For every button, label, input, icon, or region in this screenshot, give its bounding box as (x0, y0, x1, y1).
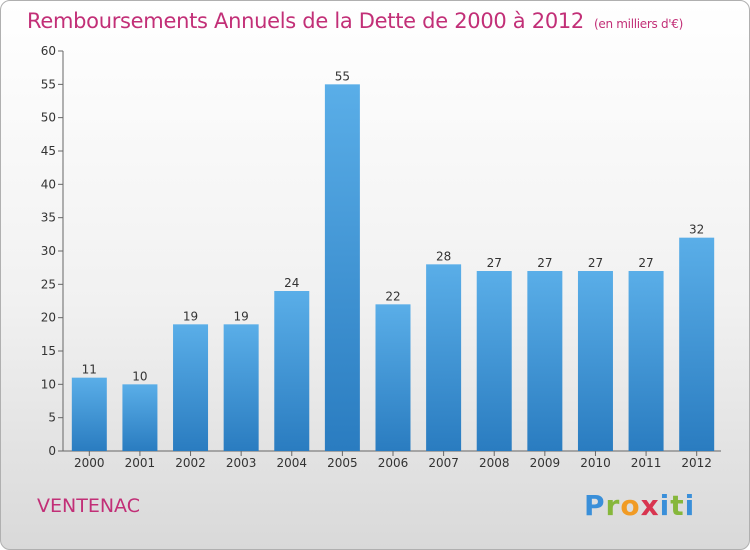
x-tick-label: 2012 (681, 456, 712, 470)
bar (679, 237, 715, 451)
title-text: Remboursements Annuels de la Dette de 20… (27, 9, 584, 33)
y-tick-label: 40 (41, 177, 56, 191)
x-tick-label: 2010 (580, 456, 611, 470)
bar-value-label: 24 (284, 276, 299, 290)
x-tick-label: 2009 (530, 456, 561, 470)
bar-value-label: 10 (132, 369, 147, 383)
x-tick-label: 2001 (125, 456, 156, 470)
y-tick-label: 35 (41, 211, 56, 225)
bar (527, 271, 563, 451)
chart-subtitle: (en milliers d'€) (594, 17, 684, 31)
proxiti-logo: Proxiti (584, 489, 696, 522)
bars (71, 84, 715, 451)
bar (173, 324, 209, 451)
bar-value-label: 27 (487, 256, 502, 270)
bar-value-label: 27 (537, 256, 552, 270)
y-tick-label: 15 (41, 344, 56, 358)
bar-value-label: 22 (385, 289, 400, 303)
bar-value-label: 27 (638, 256, 653, 270)
bar (426, 264, 462, 451)
y-tick-label: 30 (41, 244, 56, 258)
x-tick-label: 2000 (74, 456, 105, 470)
bar-value-label: 32 (689, 223, 704, 237)
bar (324, 84, 360, 451)
y-tick-label: 0 (48, 444, 56, 458)
bar-value-label: 19 (183, 309, 198, 323)
y-tick-label: 20 (41, 311, 56, 325)
y-tick-label: 45 (41, 144, 56, 158)
bar-value-label: 11 (82, 363, 97, 377)
bar (476, 271, 512, 451)
bar-value-label: 27 (588, 256, 603, 270)
x-tick-label: 2002 (175, 456, 206, 470)
x-tick-label: 2011 (631, 456, 662, 470)
bar (274, 291, 310, 451)
labels: 11 2000 10 2001 19 2002 19 2003 24 2004 55 2005 22 20… (74, 69, 712, 470)
bar (628, 271, 664, 451)
axes: 0 5 10 15 20 25 30 35 40 45 50 55 60 (41, 44, 721, 458)
x-tick-label: 2005 (327, 456, 358, 470)
x-tick-label: 2008 (479, 456, 510, 470)
bar (71, 377, 107, 451)
x-tick-label: 2003 (226, 456, 257, 470)
bar (375, 304, 411, 451)
x-tick-label: 2004 (276, 456, 307, 470)
y-tick-label: 5 (48, 411, 56, 425)
chart-title: Remboursements Annuels de la Dette de 20… (27, 9, 683, 33)
y-tick-label: 55 (41, 77, 56, 91)
x-tick-label: 2006 (378, 456, 409, 470)
y-tick-label: 25 (41, 277, 56, 291)
bar (122, 384, 158, 451)
y-tick-label: 50 (41, 111, 56, 125)
x-tick-label: 2007 (428, 456, 459, 470)
bar-value-label: 28 (436, 249, 451, 263)
bar (577, 271, 613, 451)
bar-value-label: 55 (335, 69, 350, 83)
y-tick-label: 10 (41, 377, 56, 391)
bar-value-label: 19 (234, 309, 249, 323)
commune-name: VENTENAC (37, 495, 140, 517)
y-tick-label: 60 (41, 44, 56, 58)
bar (223, 324, 259, 451)
